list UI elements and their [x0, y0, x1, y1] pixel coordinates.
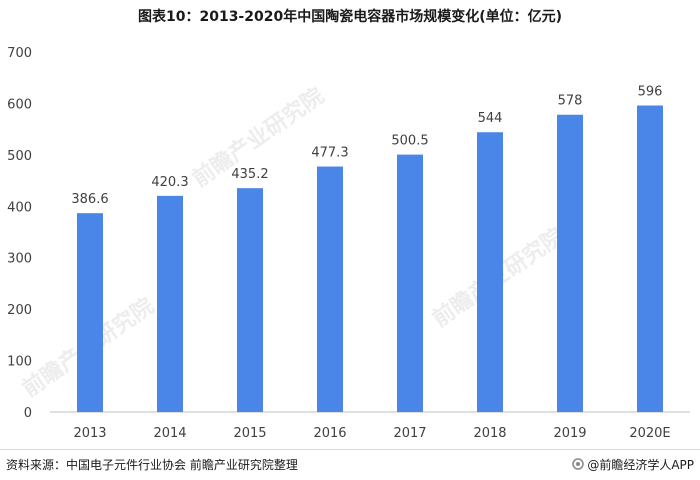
data-label: 596 [638, 84, 663, 99]
y-tick-label: 400 [7, 200, 32, 215]
data-label: 544 [478, 111, 503, 126]
y-tick-label: 500 [7, 149, 32, 164]
x-tick-label: 2019 [553, 426, 586, 441]
y-tick-label: 300 [7, 252, 32, 267]
x-tick-label: 2018 [473, 426, 506, 441]
y-tick-label: 700 [7, 46, 32, 61]
x-tick-label: 2020E [629, 426, 670, 441]
y-tick-label: 200 [7, 303, 32, 318]
bar [157, 195, 183, 412]
y-tick-label: 0 [24, 406, 32, 421]
footer: 资料来源：中国电子元件行业协会 前瞻产业研究院整理 @前瞻经济学人APP [6, 454, 694, 474]
x-tick-label: 2015 [233, 426, 266, 441]
bar [237, 188, 263, 412]
x-tick-label: 2013 [73, 426, 106, 441]
bar [477, 132, 503, 412]
data-label: 477.3 [311, 146, 348, 161]
brand-logo-icon [572, 458, 585, 470]
bar-chart: 0 100 200 300 400 500 600 700 386.6 2013 420.3 2014… [7, 46, 690, 441]
y-tick-label: 100 [7, 355, 32, 370]
data-label: 578 [558, 94, 583, 109]
brand-label: @前瞻经济学人APP [587, 457, 694, 472]
data-label: 386.6 [71, 192, 108, 207]
x-tick-label: 2016 [313, 426, 346, 441]
bar [77, 213, 103, 412]
bar [557, 114, 583, 412]
data-label: 500.5 [391, 134, 428, 149]
data-label: 420.3 [151, 175, 188, 190]
x-tick-label: 2014 [153, 426, 186, 441]
source-note: 资料来源：中国电子元件行业协会 前瞻产业研究院整理 [6, 457, 298, 472]
bar [317, 166, 343, 412]
bar [637, 105, 663, 412]
y-tick-label: 600 [7, 97, 32, 112]
bar [397, 154, 423, 412]
chart-title: 图表10：2013-2020年中国陶瓷电容器市场规模变化(单位：亿元) [137, 9, 563, 25]
data-label: 435.2 [231, 167, 268, 182]
x-tick-label: 2017 [393, 426, 426, 441]
footer-divider [0, 449, 700, 450]
brand: @前瞻经济学人APP [572, 456, 694, 473]
